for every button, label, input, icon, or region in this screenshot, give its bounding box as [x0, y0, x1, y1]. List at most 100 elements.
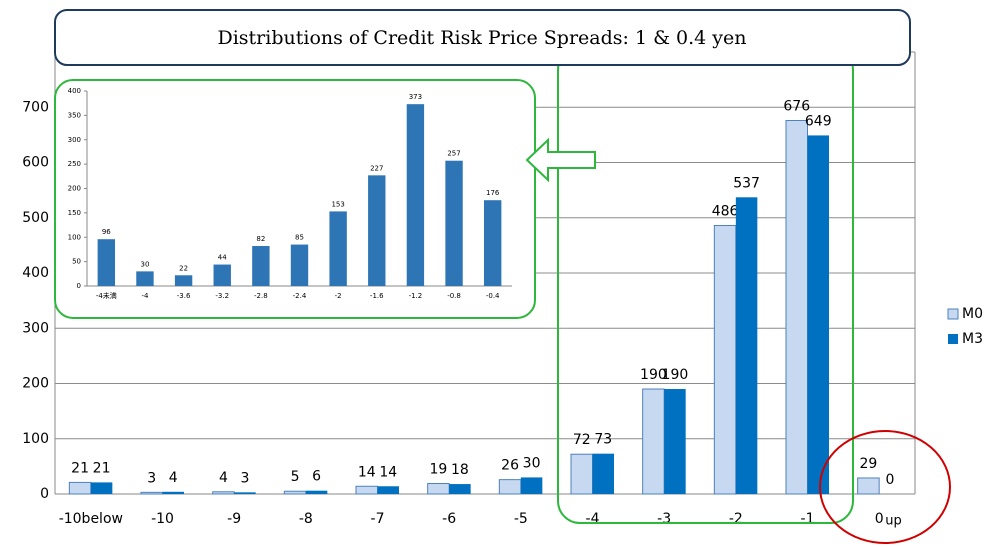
data-label: 14 — [358, 464, 376, 480]
x-tick-label: -4 — [141, 292, 149, 300]
data-label: 190 — [662, 367, 689, 383]
x-tick-label: -4未満 — [96, 291, 117, 300]
y-tick-label: 250 — [68, 160, 81, 168]
data-label: 72 — [573, 432, 591, 448]
x-tick-label: -4 — [586, 511, 600, 527]
y-tick-label: 300 — [22, 320, 49, 336]
bar — [136, 271, 154, 286]
bar — [713, 224, 737, 495]
data-label: 19 — [430, 462, 448, 478]
data-label: 0 — [885, 472, 894, 488]
bar — [68, 481, 92, 495]
bar — [857, 477, 880, 495]
data-label: 21 — [71, 460, 89, 476]
y-tick-label: 400 — [22, 265, 49, 281]
y-tick-label: 150 — [68, 209, 81, 217]
data-label: 6 — [312, 469, 321, 485]
x-tick-label: -2 — [335, 292, 342, 300]
data-label: 537 — [733, 175, 760, 191]
bar — [290, 244, 309, 286]
data-label: 4 — [219, 470, 228, 486]
data-label: 3 — [147, 470, 156, 486]
bar — [427, 483, 450, 495]
legend-swatch — [948, 334, 958, 344]
x-tick-label: -3 — [657, 511, 671, 527]
data-label: 190 — [640, 367, 667, 383]
legend-label: M3 — [962, 331, 983, 347]
bar — [483, 200, 502, 286]
y-tick-label: 0 — [40, 486, 49, 502]
y-tick-label: 300 — [68, 136, 81, 144]
x-tick-label: 0 — [875, 511, 884, 527]
x-tick-label: -3.6 — [177, 292, 191, 300]
bar — [406, 104, 425, 286]
bar — [592, 453, 614, 494]
bar — [368, 175, 386, 286]
x-tick-label: -10below — [59, 511, 123, 527]
y-tick-label: 350 — [68, 111, 81, 119]
arrow — [525, 137, 596, 183]
bar — [520, 477, 543, 494]
x-tick-label: -7 — [371, 511, 385, 527]
legend-label: M0 — [962, 306, 983, 322]
bar — [174, 275, 193, 286]
data-label: 85 — [295, 234, 304, 242]
data-label: 3 — [240, 470, 249, 486]
x-tick-label: -3.2 — [215, 292, 229, 300]
data-label: 30 — [140, 260, 149, 268]
data-label: 29 — [860, 456, 878, 472]
bar — [213, 264, 231, 286]
y-tick-label: 600 — [22, 155, 49, 171]
data-label: 96 — [102, 228, 111, 236]
data-label: 26 — [501, 458, 519, 474]
bar — [90, 482, 113, 494]
bar — [642, 388, 665, 495]
x-tick-label: -5 — [514, 511, 528, 527]
data-label: 21 — [93, 460, 111, 476]
bar — [498, 479, 522, 495]
data-label: 18 — [451, 462, 469, 478]
y-tick-label: 200 — [68, 185, 81, 193]
data-label: 649 — [805, 113, 832, 129]
bar — [283, 490, 307, 495]
x-tick-label: -10 — [151, 511, 174, 527]
x-tick-label: -2 — [729, 511, 743, 527]
annotation: up — [885, 514, 902, 529]
x-tick-label: -1.6 — [370, 292, 384, 300]
bar — [329, 211, 347, 286]
x-tick-label: -2.8 — [254, 292, 268, 300]
bar — [234, 492, 256, 494]
x-tick-label: -1 — [801, 511, 815, 527]
y-tick-label: 500 — [22, 210, 49, 226]
data-label: 22 — [179, 264, 188, 272]
bar — [664, 389, 686, 494]
bar — [807, 135, 829, 495]
data-label: 30 — [523, 455, 541, 471]
x-tick-label: -1.2 — [409, 292, 423, 300]
highlight-circle — [819, 430, 951, 544]
chart-title: Distributions of Credit Risk Price Sprea… — [217, 27, 746, 49]
legend-swatch — [947, 308, 959, 320]
data-label: 676 — [783, 99, 810, 115]
data-label: 44 — [218, 254, 227, 262]
bar — [445, 160, 463, 286]
data-label: 373 — [409, 93, 422, 101]
y-tick-label: 100 — [22, 431, 49, 447]
y-tick-label: 200 — [22, 376, 49, 392]
bar — [377, 486, 399, 494]
data-label: 176 — [486, 189, 500, 197]
bar — [785, 120, 808, 495]
x-tick-label: -8 — [299, 511, 313, 527]
bar — [97, 239, 116, 286]
title-box — [54, 9, 911, 66]
data-label: 227 — [370, 164, 383, 172]
x-tick-label: -2.4 — [293, 292, 307, 300]
bar — [570, 453, 593, 495]
x-tick-label: -0.8 — [447, 292, 461, 300]
y-tick-label: 50 — [72, 258, 81, 266]
bar — [449, 484, 471, 494]
bar — [355, 485, 378, 495]
data-label: 257 — [447, 150, 460, 158]
bar — [212, 491, 235, 495]
